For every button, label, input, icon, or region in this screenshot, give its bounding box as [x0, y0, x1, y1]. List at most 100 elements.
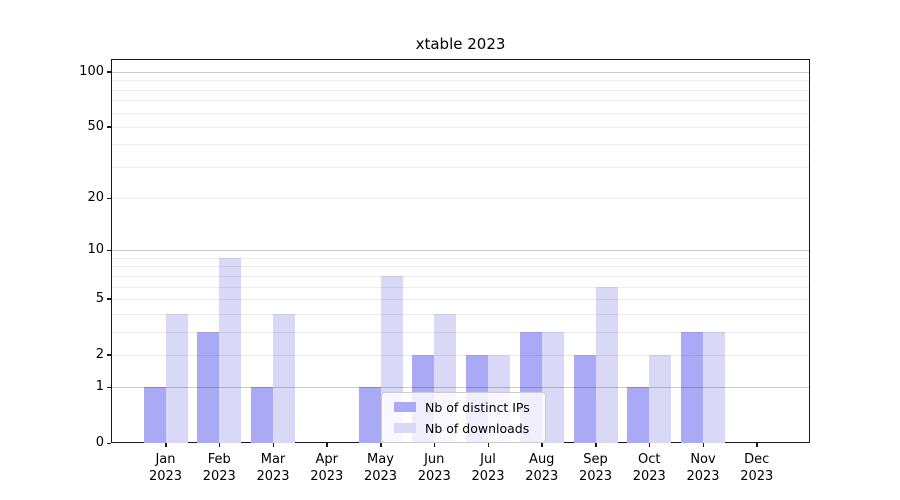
- x-tick-month: Jul: [480, 452, 496, 467]
- x-tick-mark-jan: [165, 443, 167, 447]
- bar-distinct-ips-nov: [681, 331, 703, 443]
- gridline-minor-50: [112, 126, 809, 128]
- x-tick-month: Aug: [529, 452, 555, 467]
- y-tick-mark-2: [107, 354, 111, 356]
- y-tick-mark-20: [107, 197, 111, 200]
- bar-downloads-feb: [219, 257, 242, 443]
- gridline-minor-30: [112, 166, 809, 168]
- legend-row-distinct-ips: Nb of distinct IPs: [394, 399, 535, 415]
- x-tick-month: Feb: [207, 452, 231, 467]
- y-tick-mark-50: [107, 126, 111, 128]
- plot-area: [111, 59, 810, 443]
- x-tick-year: 2023: [417, 469, 451, 484]
- x-tick-label-feb: Feb 2023: [187, 451, 251, 485]
- x-tick-mark-sep: [595, 443, 597, 447]
- y-tick-label-20: 20: [87, 190, 104, 206]
- x-tick-label-apr: Apr 2023: [295, 451, 359, 485]
- gridline-minor-90: [112, 80, 809, 82]
- x-tick-month: Nov: [690, 452, 716, 467]
- y-tick-label-50: 50: [87, 118, 104, 134]
- x-tick-label-jan: Jan 2023: [134, 451, 198, 485]
- x-tick-mark-feb: [218, 443, 221, 447]
- gridline-major-100: [112, 71, 809, 73]
- bar-distinct-ips-oct: [627, 387, 650, 443]
- x-tick-year: 2023: [256, 469, 290, 484]
- x-tick-month: Sep: [583, 452, 608, 467]
- x-tick-year: 2023: [148, 469, 183, 484]
- legend-swatch-downloads: [394, 423, 416, 433]
- x-tick-label-sep: Sep 2023: [564, 451, 628, 485]
- y-tick-mark-10: [107, 249, 111, 252]
- legend-label-downloads: Nb of downloads: [425, 420, 530, 436]
- gridline-minor-80: [112, 89, 809, 91]
- bar-distinct-ips-jan: [143, 387, 166, 443]
- bar-downloads-jan: [165, 313, 188, 443]
- x-tick-label-dec: Dec 2023: [725, 451, 789, 485]
- gridline-minor-9: [112, 257, 809, 259]
- y-tick-label-2: 2: [95, 346, 104, 362]
- legend-label-distinct-ips: Nb of distinct IPs: [425, 399, 530, 415]
- x-tick-year: 2023: [632, 469, 666, 484]
- bar-distinct-ips-mar: [251, 387, 273, 443]
- bar-distinct-ips-feb: [197, 331, 220, 443]
- x-tick-mark-mar: [272, 443, 274, 447]
- x-tick-month: May: [367, 452, 394, 467]
- y-tick-label-5: 5: [95, 290, 104, 306]
- gridline-minor-2: [112, 354, 809, 356]
- bar-distinct-ips-may: [358, 387, 381, 443]
- x-tick-mark-aug: [541, 443, 543, 447]
- x-tick-month: Apr: [315, 452, 339, 467]
- x-tick-mark-nov: [702, 443, 704, 447]
- gridline-major-1: [112, 387, 809, 389]
- gridline-minor-40: [112, 144, 809, 146]
- legend-row-downloads: Nb of downloads: [394, 420, 535, 436]
- gridline-minor-8: [112, 266, 809, 268]
- x-tick-label-may: May 2023: [349, 451, 413, 485]
- gridline-minor-6: [112, 286, 809, 288]
- x-tick-month: Dec: [744, 452, 770, 467]
- x-tick-label-jun: Jun 2023: [402, 451, 466, 485]
- x-tick-mark-jul: [487, 443, 489, 447]
- legend: Nb of distinct IPs Nb of downloads: [381, 392, 546, 443]
- gridline-minor-5: [112, 298, 809, 300]
- y-tick-label-0: 0: [95, 435, 104, 450]
- bar-distinct-ips-sep: [573, 354, 596, 443]
- bar-downloads-oct: [649, 354, 672, 443]
- bar-downloads-aug: [541, 331, 564, 443]
- bar-downloads-mar: [273, 313, 295, 443]
- x-tick-label-nov: Nov 2023: [671, 451, 735, 485]
- bar-downloads-nov: [703, 331, 725, 443]
- x-tick-label-jul: Jul 2023: [456, 451, 520, 485]
- x-tick-label-aug: Aug 2023: [510, 451, 574, 485]
- x-tick-mark-jun: [433, 443, 436, 447]
- y-tick-mark-100: [107, 71, 111, 73]
- x-tick-label-mar: Mar 2023: [241, 451, 305, 485]
- x-tick-year: 2023: [363, 469, 398, 484]
- x-tick-year: 2023: [686, 469, 720, 484]
- bar-downloads-sep: [595, 286, 618, 443]
- legend-swatch-distinct-ips: [394, 402, 416, 412]
- x-tick-mark-dec: [756, 443, 758, 447]
- gridline-minor-4: [112, 313, 809, 315]
- gridline-minor-60: [112, 112, 809, 114]
- x-tick-mark-oct: [648, 443, 651, 447]
- y-tick-mark-1: [107, 386, 111, 389]
- gridline-major-10: [112, 250, 809, 252]
- y-tick-mark-0: [107, 442, 111, 444]
- x-tick-year: 2023: [202, 469, 236, 484]
- x-tick-month: Jan: [155, 452, 176, 467]
- x-tick-year: 2023: [578, 469, 613, 484]
- x-tick-month: Oct: [638, 452, 661, 467]
- x-tick-label-oct: Oct 2023: [617, 451, 681, 485]
- x-tick-month: Jun: [424, 452, 445, 467]
- y-tick-label-100: 100: [79, 63, 104, 79]
- gridline-minor-70: [112, 100, 809, 102]
- x-tick-mark-apr: [326, 443, 328, 447]
- gridline-minor-20: [112, 198, 809, 200]
- chart-title: xtable 2023: [415, 35, 506, 53]
- y-tick-mark-5: [107, 298, 111, 300]
- gridline-minor-3: [112, 331, 809, 333]
- x-tick-mark-may: [380, 443, 382, 447]
- y-tick-label-1: 1: [95, 379, 104, 395]
